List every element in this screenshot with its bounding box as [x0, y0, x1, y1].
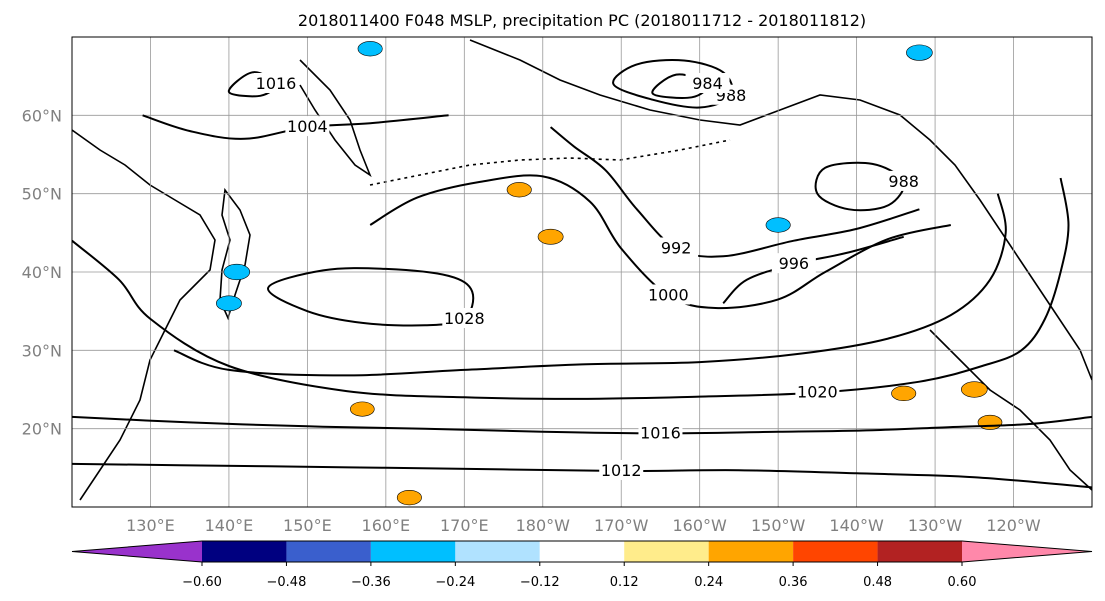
map-frame [71, 36, 1093, 508]
isobar-label: 1012 [601, 461, 642, 480]
isobar-label-bg [646, 284, 691, 305]
isobar-label-bg [771, 253, 816, 274]
y-tick-labels: 20°N 30°N 40°N 50°N 60°N [22, 106, 62, 438]
isobar-label-bg [599, 459, 644, 480]
colorbar-segment [793, 541, 878, 562]
isobar-992 [549, 126, 920, 258]
colorbar-segment [286, 541, 371, 562]
isobar-label-bg [638, 422, 683, 443]
x-tick-label: 140°E [205, 516, 254, 535]
colorbar-segment [370, 541, 456, 562]
asia-coastline [72, 129, 216, 501]
isobar-1000 [369, 174, 952, 310]
isobar-label: 1028 [444, 309, 485, 328]
colorbar-segment [624, 541, 709, 562]
isobar-label: 1016 [256, 74, 297, 93]
isobar-label-bg [285, 116, 330, 137]
isobar-label: 996 [779, 254, 810, 273]
colorbar-tick-label: −0.12 [520, 575, 560, 590]
x-tick-label: 150°W [751, 516, 806, 535]
chart-title: 2018011400 F048 MSLP, precipitation PC (… [298, 11, 866, 30]
y-tick-label: 50°N [22, 185, 62, 204]
precip-patch [223, 263, 251, 281]
precip-patch [961, 381, 988, 398]
x-tick-label: 170°W [594, 516, 649, 535]
x-tick-label: 150°E [283, 516, 332, 535]
y-tick-label: 40°N [22, 263, 62, 282]
isobar-1020 [72, 177, 1070, 400]
isobar-label: 1020 [797, 383, 838, 402]
x-tick-label: 130°W [908, 516, 963, 535]
precip-patch [765, 217, 791, 233]
precip-patch [537, 228, 564, 245]
x-tick-label: 170°E [440, 516, 489, 535]
precipitation-patches [216, 41, 1003, 506]
precip-patch [891, 385, 917, 402]
aleutian-chain [369, 139, 731, 186]
isobar-label-bg [795, 381, 840, 402]
y-tick-label: 30°N [22, 341, 62, 360]
colorbar-tick-label: −0.60 [182, 575, 222, 590]
y-tick-label: 20°N [22, 420, 62, 439]
colorbar-tick-label: 0.12 [610, 575, 639, 590]
precip-patch [357, 41, 383, 57]
isobar-988 [612, 59, 734, 109]
colorbar-segment [72, 541, 202, 562]
japan-coastline [219, 187, 251, 321]
x-tick-label: 160°W [673, 516, 728, 535]
isobar-1004 [142, 114, 449, 140]
colorbar-segment [202, 541, 287, 562]
isobar-labels: 1012101610201028100099699298898498810041… [254, 73, 926, 480]
isobar-1012 [72, 462, 1092, 489]
isobar-label-bg [685, 73, 730, 93]
precip-patch [906, 44, 933, 61]
precip-patch [977, 414, 1003, 430]
isobar-label: 1016 [640, 423, 681, 442]
isobar-label-bg [442, 308, 487, 328]
isobar-1024 [173, 193, 1007, 377]
isobar-label: 988 [888, 172, 919, 191]
x-tick-label: 180°W [516, 516, 571, 535]
alaska-coastline [469, 39, 1092, 381]
precip-patch [350, 401, 375, 417]
x-tick-labels: 130°E 140°E 150°E 160°E 170°E 180°W 170°W 160°W… [126, 516, 1041, 535]
precip-patch [216, 295, 242, 312]
colorbar-tick-label: −0.36 [351, 575, 391, 590]
map-area: 1012101610201028100099699298898498810041… [72, 37, 1092, 507]
isobar-label-bg [654, 237, 699, 258]
isobar-label: 1004 [287, 117, 328, 136]
y-tick-label: 60°N [22, 106, 62, 125]
x-tick-label: 120°W [986, 516, 1041, 535]
colorbar-segment [539, 541, 625, 562]
precip-patch [506, 182, 532, 198]
isobar-label-bg [881, 170, 926, 191]
isobar-label-bg [254, 73, 298, 93]
colorbar-segment [455, 541, 540, 562]
colorbar-tick-label: 0.24 [694, 575, 723, 590]
colorbar-tick-label: −0.24 [435, 575, 475, 590]
isobar-label: 992 [661, 239, 692, 258]
isobar-1028 [267, 267, 475, 327]
precip-patch [396, 489, 422, 506]
x-tick-label: 130°E [126, 516, 175, 535]
colorbar-tick-label: 0.60 [948, 575, 977, 590]
colorbar-tick-label: 0.36 [779, 575, 808, 590]
isobar-label: 984 [692, 74, 723, 93]
gridlines [72, 37, 1092, 507]
colorbar: −0.60 −0.48 −0.36 −0.24 −0.12 0.12 0.24 0.36 0.4… [71, 540, 1093, 590]
colorbar-segment [877, 541, 962, 562]
isobar-1016 [72, 415, 1092, 435]
colorbar-tick-label: −0.48 [267, 575, 307, 590]
colorbar-segment [708, 541, 794, 562]
north-america-coastline [929, 329, 1092, 491]
colorbar-segment [962, 541, 1092, 562]
x-tick-label: 160°E [362, 516, 411, 535]
colorbar-tick-label: 0.48 [863, 575, 892, 590]
x-tick-label: 140°W [829, 516, 884, 535]
isobar-label: 1000 [648, 286, 689, 305]
